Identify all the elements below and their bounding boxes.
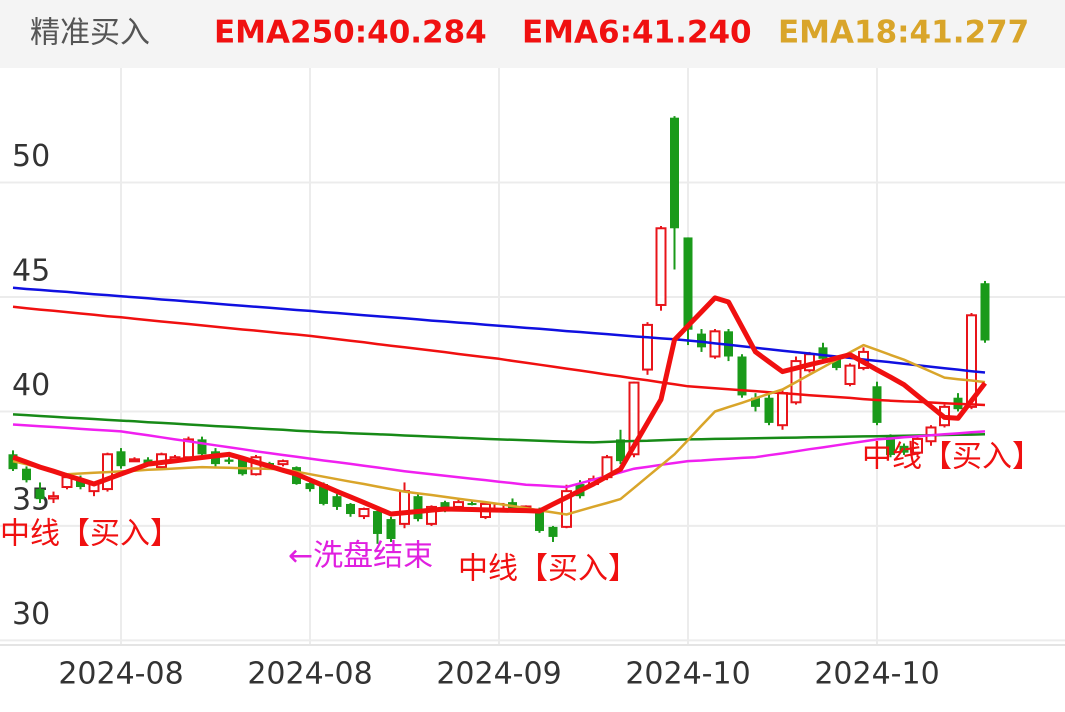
candle-body xyxy=(628,381,640,456)
candle-body xyxy=(453,501,464,508)
candle-body xyxy=(818,347,828,359)
line-series xyxy=(12,295,987,517)
header-bar xyxy=(0,0,1065,68)
candle-body xyxy=(548,526,558,537)
candle-body xyxy=(642,323,653,371)
candle-body xyxy=(48,495,59,500)
candle-body xyxy=(35,489,45,500)
x-tick-label: 2024-08 xyxy=(247,657,372,692)
candle-body xyxy=(467,503,477,506)
candle-body xyxy=(670,117,679,229)
candle-body xyxy=(535,508,544,531)
annotation: ←洗盘结束 xyxy=(288,539,433,574)
y-tick-label: 35 xyxy=(12,482,50,517)
candle-body xyxy=(912,437,923,454)
candle-body xyxy=(129,458,140,463)
candle-body xyxy=(844,364,856,385)
line-series xyxy=(12,413,986,444)
annotation: 中线【买入】 xyxy=(862,440,1042,475)
candle-body xyxy=(373,511,382,534)
line-series xyxy=(12,286,986,374)
candle-body xyxy=(76,479,85,488)
candle-body xyxy=(737,356,747,396)
x-tick-label: 2024-10 xyxy=(814,657,939,692)
legend-entry: EMA250:40.284 xyxy=(214,15,487,51)
candle-body xyxy=(899,445,909,453)
candle-body xyxy=(886,436,895,455)
y-tick-label: 40 xyxy=(12,368,50,403)
line-series xyxy=(12,343,986,516)
annotation: 中线【买入】 xyxy=(0,517,180,552)
candle-body xyxy=(238,459,247,475)
candle-body xyxy=(277,460,289,466)
candle-body xyxy=(332,496,342,507)
x-tick-label: 2024-08 xyxy=(58,657,183,692)
candle-body xyxy=(832,358,841,368)
candle-body xyxy=(224,459,234,462)
annotation: 中线【买入】 xyxy=(458,552,638,587)
x-tick-label: 2024-10 xyxy=(625,657,750,692)
candle-body xyxy=(697,333,706,348)
candle-body xyxy=(616,439,625,462)
candle-body xyxy=(426,505,437,525)
candle-body xyxy=(319,484,328,504)
y-tick-label: 30 xyxy=(12,597,50,632)
y-tick-label: 50 xyxy=(12,139,50,174)
candle-body xyxy=(872,386,882,423)
chart-title: 精准买入 xyxy=(30,16,150,51)
y-tick-label: 45 xyxy=(12,253,50,288)
candle-body xyxy=(22,468,31,481)
candle-body xyxy=(980,283,990,341)
candle-body xyxy=(561,490,572,528)
candle-body xyxy=(655,227,667,306)
x-tick-label: 2024-09 xyxy=(436,657,561,692)
candle-body xyxy=(197,439,207,455)
legend-entry: EMA6:41.240 xyxy=(522,15,752,51)
legend-entry: EMA18:41.277 xyxy=(778,15,1029,51)
candle-body xyxy=(764,397,774,423)
candle-body xyxy=(751,397,760,407)
candle-body xyxy=(413,496,423,520)
line-series xyxy=(12,423,986,489)
candle-body xyxy=(777,392,788,427)
candle-body xyxy=(386,519,396,539)
candle-body xyxy=(116,451,126,467)
candle-body xyxy=(399,490,410,525)
line-series xyxy=(12,305,986,407)
candle-body xyxy=(683,237,693,330)
candle-body xyxy=(346,503,355,515)
candle-body xyxy=(305,483,315,490)
candle-body xyxy=(966,314,977,408)
candle-body xyxy=(358,507,370,518)
